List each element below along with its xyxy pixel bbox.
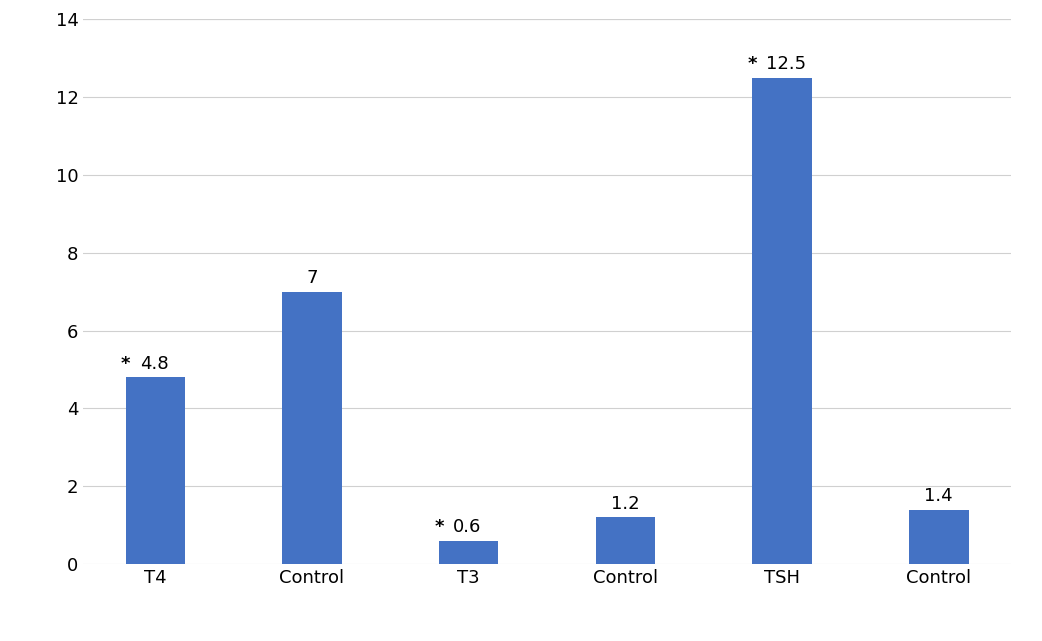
Text: *: * — [747, 55, 758, 73]
Bar — [752, 78, 812, 564]
Bar — [125, 378, 185, 564]
Text: *: * — [435, 518, 444, 536]
Bar — [909, 510, 969, 564]
Text: 4.8: 4.8 — [140, 354, 168, 372]
Text: 12.5: 12.5 — [767, 55, 807, 73]
Text: 1.4: 1.4 — [924, 487, 953, 505]
Text: 7: 7 — [306, 269, 318, 287]
Bar — [596, 517, 655, 564]
Text: 1.2: 1.2 — [611, 495, 640, 513]
Bar — [282, 292, 342, 564]
Bar — [439, 541, 498, 564]
Text: *: * — [121, 354, 130, 372]
Text: 0.6: 0.6 — [453, 518, 481, 536]
